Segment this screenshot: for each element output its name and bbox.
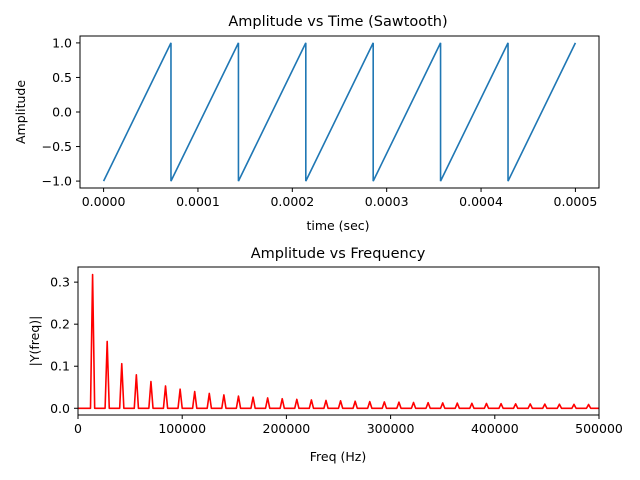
chart-bottom-xlabel: Freq (Hz) xyxy=(310,449,366,464)
xtick-label: 0 xyxy=(74,421,82,436)
ytick-label: 0.5 xyxy=(52,70,72,85)
xtick-label: 0.0004 xyxy=(459,194,503,209)
chart-bottom-xticks: 0 100000 200000 300000 400000 500000 xyxy=(74,415,623,436)
ytick-label: −1.0 xyxy=(42,174,72,189)
xtick-label: 500000 xyxy=(575,421,623,436)
xtick-label: 0.0002 xyxy=(270,194,314,209)
xtick-label: 0.0005 xyxy=(554,194,598,209)
ytick-label: 0.1 xyxy=(50,359,70,374)
series-line-sawtooth xyxy=(102,42,577,182)
chart-bottom-frame xyxy=(77,266,600,416)
ytick-label: 0.0 xyxy=(50,401,70,416)
chart-top-title: Amplitude vs Time (Sawtooth) xyxy=(228,14,447,30)
chart-top-xlabel: time (sec) xyxy=(306,218,369,233)
xtick-label: 200000 xyxy=(263,421,311,436)
xtick-label: 400000 xyxy=(471,421,519,436)
chart-top-xticks: 0.0000 0.0001 0.0002 0.0003 0.0004 0.0005 xyxy=(82,188,598,209)
chart-top: Amplitude vs Time (Sawtooth) 0.0000 0.000… xyxy=(13,14,600,233)
xtick-label: 0.0001 xyxy=(176,194,220,209)
xtick-label: 100000 xyxy=(158,421,206,436)
chart-top-plot xyxy=(102,42,577,182)
ytick-label: 0.0 xyxy=(52,105,72,120)
series-line-spectrum xyxy=(78,273,599,410)
ytick-label: 0.3 xyxy=(50,275,70,290)
chart-top-ylabel: Amplitude xyxy=(13,80,28,144)
chart-bottom-ylabel: |Y(freq)| xyxy=(27,316,42,367)
chart-bottom-plot xyxy=(78,273,599,410)
ytick-label: −0.5 xyxy=(42,139,72,154)
chart-bottom-yticks: 0.0 0.1 0.2 0.3 xyxy=(50,275,78,416)
ytick-label: 1.0 xyxy=(52,35,72,50)
ytick-label: 0.2 xyxy=(50,317,70,332)
chart-top-yticks: −1.0 −0.5 0.0 0.5 1.0 xyxy=(42,35,80,189)
xtick-label: 0.0003 xyxy=(365,194,409,209)
xtick-label: 300000 xyxy=(367,421,415,436)
xtick-label: 0.0000 xyxy=(82,194,126,209)
chart-bottom-title: Amplitude vs Frequency xyxy=(251,246,426,262)
chart-bottom: Amplitude vs Frequency 0 100000 200000 3000… xyxy=(27,246,623,464)
